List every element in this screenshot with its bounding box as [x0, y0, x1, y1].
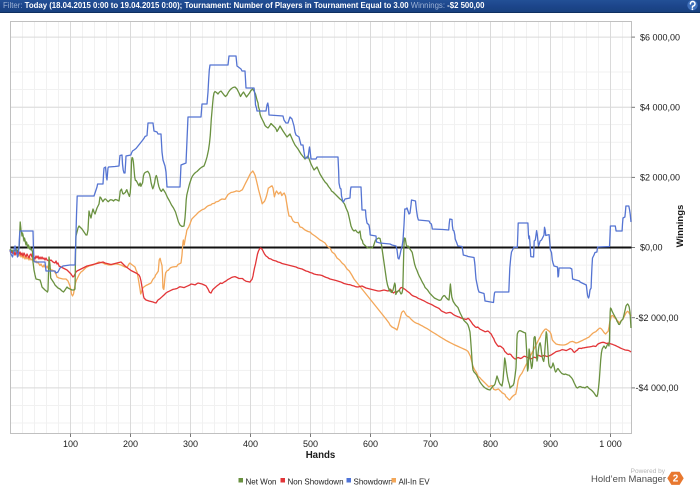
svg-text:$0,00: $0,00: [640, 243, 663, 253]
svg-text:700: 700: [423, 439, 438, 449]
svg-text:900: 900: [543, 439, 558, 449]
svg-text:2: 2: [673, 474, 679, 485]
svg-text:400: 400: [243, 439, 258, 449]
svg-text:500: 500: [303, 439, 318, 449]
svg-text:-$2 000,00: -$2 000,00: [636, 313, 679, 323]
svg-text:$4 000,00: $4 000,00: [640, 103, 680, 113]
svg-text:$6 000,00: $6 000,00: [640, 32, 680, 42]
svg-text:1 000: 1 000: [599, 439, 622, 449]
svg-text:Hands: Hands: [306, 450, 336, 461]
svg-text:Showdown: Showdown: [354, 478, 393, 487]
svg-text:300: 300: [183, 439, 198, 449]
svg-text:-$4 000,00: -$4 000,00: [636, 383, 679, 393]
svg-text:$2 000,00: $2 000,00: [640, 173, 680, 183]
svg-text:Winnings: Winnings: [675, 205, 686, 248]
svg-text:600: 600: [363, 439, 378, 449]
svg-text:All-In EV: All-In EV: [399, 478, 431, 487]
svg-text:200: 200: [123, 439, 138, 449]
svg-text:Non Showdown: Non Showdown: [288, 478, 344, 487]
svg-text:800: 800: [483, 439, 498, 449]
svg-text:Net Won: Net Won: [246, 478, 277, 487]
svg-text:100: 100: [63, 439, 78, 449]
